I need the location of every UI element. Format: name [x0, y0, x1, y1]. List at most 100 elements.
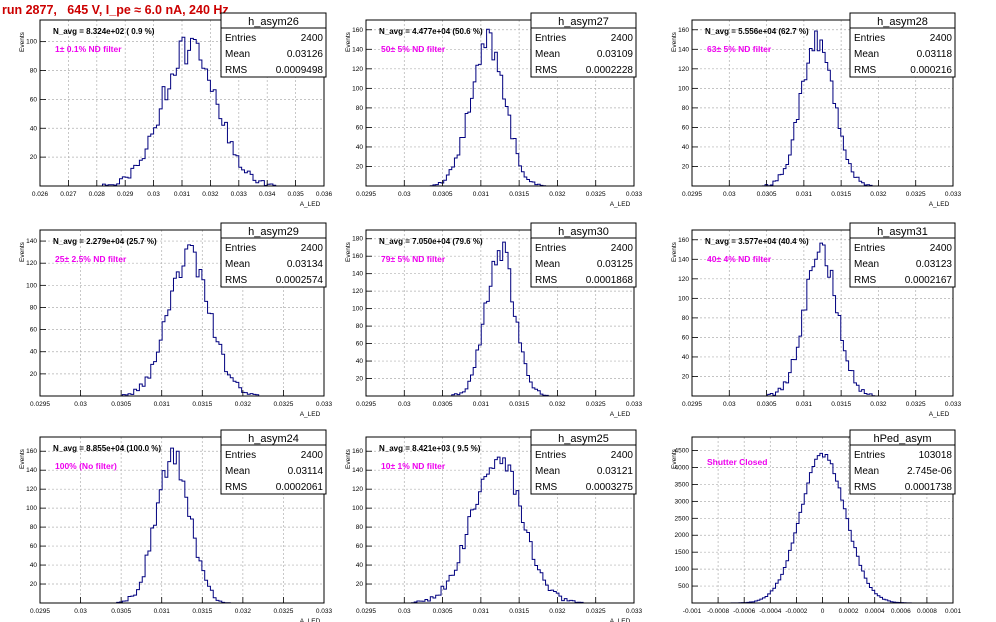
y-tick-label: 160: [352, 448, 363, 455]
x-axis-title: A_LED: [929, 411, 950, 418]
histogram-panel-h_asym28: 0.0295 0.03 0.0305 0.031 0.0315 0.032 0.0325 0.…: [671, 12, 962, 208]
x-tick-label: 0.031: [473, 401, 490, 408]
y-tick-label: 120: [352, 66, 363, 73]
y-tick-label: 60: [682, 124, 690, 131]
x-tick-label: 0.026: [32, 191, 49, 198]
x-tick-label: 0.032: [202, 191, 219, 198]
x-tick-label: 0.0006: [891, 608, 911, 615]
y-tick-label: 20: [30, 371, 38, 378]
x-tick-label: 0.0325: [273, 401, 293, 408]
y-tick-label: 100: [678, 85, 689, 92]
stats-label-entries: Entries: [225, 33, 256, 44]
x-tick-label: 0.0295: [682, 401, 702, 408]
x-tick-label: 0.0295: [30, 608, 50, 615]
y-tick-label: 60: [356, 124, 364, 131]
x-tick-label: 0: [821, 608, 825, 615]
y-axis-title: Events: [19, 31, 26, 52]
y-tick-label: 80: [682, 315, 690, 322]
x-tick-label: -0.0008: [707, 608, 729, 615]
y-tick-label: 60: [356, 543, 364, 550]
y-tick-label: 3000: [675, 498, 690, 505]
filter-annotation: 1± 0.1% ND filter: [55, 44, 122, 54]
y-tick-label: 40: [30, 125, 38, 132]
histogram-subtitle: N_avg = 3.577e+04 (40.4 %): [705, 237, 809, 246]
x-axis-title: A_LED: [929, 201, 950, 208]
stats-value-entries: 2400: [611, 450, 634, 461]
y-tick-label: 120: [352, 486, 363, 493]
y-tick-label: 160: [26, 448, 37, 455]
stats-value-rms: 0.0001868: [586, 275, 634, 286]
x-tick-label: 0.03: [398, 191, 411, 198]
x-tick-label: -0.0006: [733, 608, 755, 615]
stats-label-entries: Entries: [225, 450, 256, 461]
y-axis-title: Events: [345, 448, 352, 469]
stats-label-entries: Entries: [854, 450, 885, 461]
y-tick-label: 40: [30, 562, 38, 569]
x-tick-label: 0.0305: [433, 608, 453, 615]
histogram-subtitle: N_avg = 2.279e+04 (25.7 %): [53, 237, 157, 246]
y-tick-label: 80: [30, 68, 38, 75]
y-tick-label: 80: [30, 524, 38, 531]
y-tick-label: 180: [352, 236, 363, 243]
y-tick-label: 80: [30, 304, 38, 311]
histogram-panel-h_asym30: 0.0295 0.03 0.0305 0.031 0.0315 0.032 0.0325 0.…: [345, 222, 643, 418]
x-tick-label: 0.0325: [906, 401, 926, 408]
histogram-subtitle: N_avg = 4.477e+04 (50.6 %): [379, 27, 483, 36]
histogram-subtitle: N_avg = 5.556e+04 (62.7 %): [705, 27, 809, 36]
x-tick-label: 0.0325: [586, 191, 606, 198]
stats-label-mean: Mean: [854, 259, 879, 270]
y-tick-label: 20: [356, 163, 364, 170]
stats-value-rms: 0.0002574: [276, 275, 324, 286]
y-tick-label: 140: [678, 256, 689, 263]
y-tick-label: 20: [30, 154, 38, 161]
x-tick-label: 0.029: [117, 191, 134, 198]
histogram-subtitle: N_avg = 8.421e+03 ( 9.5 %): [379, 444, 481, 453]
stats-title: h_asym27: [558, 16, 609, 28]
x-tick-label: 0.03: [723, 191, 736, 198]
y-tick-label: 40: [30, 349, 38, 356]
stats-value-rms: 0.0003275: [586, 482, 634, 493]
histogram-panel-h_asym24: 0.0295 0.03 0.0305 0.031 0.0315 0.032 0.0325 0.…: [19, 429, 333, 622]
stats-box: [530, 429, 637, 495]
y-tick-label: 500: [678, 583, 689, 590]
x-tick-label: 0.0315: [192, 608, 212, 615]
x-tick-label: 0.032: [549, 401, 566, 408]
stats-label-entries: Entries: [535, 243, 566, 254]
stats-label-rms: RMS: [535, 482, 558, 493]
stats-label-rms: RMS: [225, 275, 248, 286]
stats-label-rms: RMS: [854, 482, 877, 493]
y-tick-label: 4500: [675, 448, 690, 455]
x-tick-label: 0.0305: [757, 401, 777, 408]
stats-label-entries: Entries: [854, 243, 885, 254]
filter-annotation: 25± 2.5% ND filter: [55, 254, 127, 264]
x-tick-label: 0.0315: [192, 401, 212, 408]
stats-label-mean: Mean: [535, 49, 560, 60]
y-tick-label: 20: [30, 581, 38, 588]
stats-box: [849, 12, 956, 78]
stats-value-mean: 0.03121: [597, 466, 634, 477]
stats-box: [220, 12, 327, 78]
x-tick-label: 0.0315: [509, 191, 529, 198]
stats-box: [220, 429, 327, 495]
y-tick-label: 40: [682, 354, 690, 361]
filter-annotation: 63± 5% ND filter: [707, 44, 772, 54]
stats-label-mean: Mean: [535, 259, 560, 270]
x-axis-title: A_LED: [610, 411, 631, 418]
stats-value-entries: 2400: [301, 243, 324, 254]
plot-frame: [39, 229, 325, 397]
plot-frame: [691, 19, 954, 187]
x-tick-label: 0.03: [398, 401, 411, 408]
y-tick-label: 60: [30, 96, 38, 103]
y-tick-label: 100: [26, 39, 37, 46]
stats-label-mean: Mean: [854, 466, 879, 477]
plot-frame: [365, 436, 635, 604]
stats-label-mean: Mean: [225, 49, 250, 60]
x-tick-label: 0.0315: [509, 401, 529, 408]
stats-value-mean: 0.03123: [916, 259, 953, 270]
x-tick-label: 0.0325: [273, 608, 293, 615]
x-tick-label: -0.0004: [759, 608, 781, 615]
histogram-panel-h_asym26: 0.026 0.027 0.028 0.029 0.03 0.031 0.032 0.033 0…: [19, 12, 333, 208]
x-tick-label: 0.031: [154, 608, 171, 615]
x-tick-label: -0.001: [683, 608, 702, 615]
x-tick-label: 0.032: [870, 401, 887, 408]
